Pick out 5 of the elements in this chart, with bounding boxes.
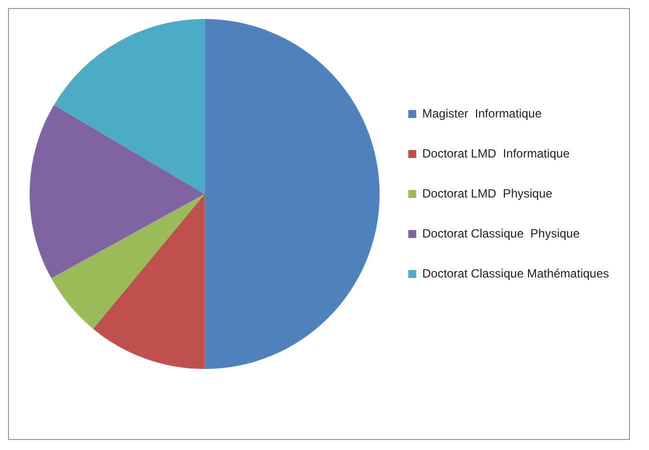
legend-label: Magister Informatique: [422, 106, 542, 120]
legend-label: Doctorat LMD Physique: [422, 186, 553, 200]
legend-label: Doctorat Classique Physique: [422, 226, 580, 240]
legend-label: Doctorat LMD Informatique: [422, 146, 570, 160]
legend-label: Doctorat Classique Mathématiques: [422, 266, 610, 280]
